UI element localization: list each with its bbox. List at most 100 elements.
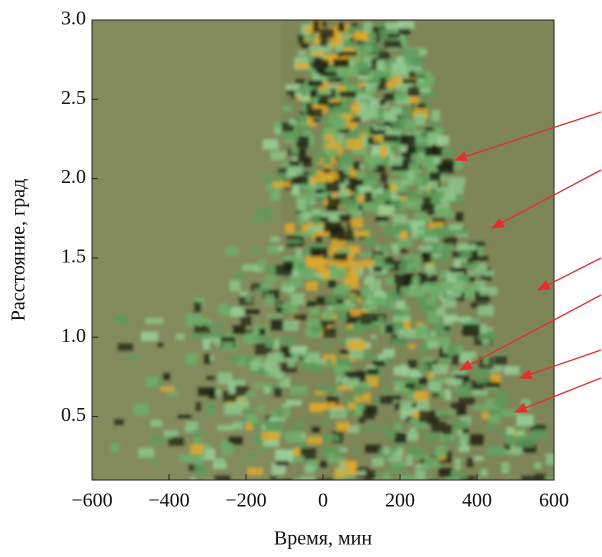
texture-cell <box>340 349 349 355</box>
texture-cell <box>329 245 342 256</box>
texture-cell <box>437 135 449 146</box>
texture-cell <box>218 303 228 315</box>
texture-cell <box>308 67 316 74</box>
texture-cell <box>193 322 211 335</box>
texture-cell <box>488 414 501 424</box>
texture-cell <box>534 473 546 480</box>
texture-cell <box>300 356 308 367</box>
texture-cell <box>333 253 348 264</box>
texture-cell <box>303 130 312 135</box>
texture-cell <box>323 127 340 137</box>
texture-cell <box>402 78 417 85</box>
texture-cell <box>204 479 216 480</box>
texture-cell <box>417 175 435 182</box>
texture-cell <box>113 418 125 426</box>
texture-cell <box>275 459 290 466</box>
texture-cell <box>356 171 365 180</box>
texture-cell <box>310 176 317 184</box>
texture-cell <box>353 385 364 397</box>
texture-cell <box>311 426 320 433</box>
texture-cell <box>476 379 490 384</box>
texture-cell <box>347 340 366 350</box>
texture-cell <box>348 131 355 141</box>
texture-cell <box>440 254 448 263</box>
texture-cell <box>252 246 260 254</box>
texture-cell <box>452 370 467 377</box>
texture-cell <box>193 437 201 445</box>
y-tick-label: 0.5 <box>61 404 86 426</box>
texture-cell <box>415 469 426 480</box>
texture-cell <box>397 27 411 35</box>
texture-cell <box>284 377 291 388</box>
texture-cell <box>232 273 244 279</box>
texture-cell <box>217 425 235 431</box>
texture-cell <box>306 318 321 330</box>
texture-cell <box>404 119 417 130</box>
texture-cell <box>399 143 407 155</box>
texture-cell <box>456 385 469 397</box>
texture-cell <box>243 406 253 415</box>
texture-cell <box>232 422 244 430</box>
texture-cell <box>394 91 407 101</box>
texture-cell <box>318 21 327 28</box>
texture-cell <box>454 458 461 471</box>
texture-cell <box>415 113 426 126</box>
texture-cell <box>345 312 361 324</box>
texture-cell <box>453 260 462 273</box>
texture-cell <box>322 155 332 166</box>
texture-cell <box>304 464 315 474</box>
texture-cell <box>312 51 324 56</box>
texture-cell <box>270 369 285 377</box>
texture-cell <box>401 232 408 240</box>
texture-cell <box>276 246 284 251</box>
texture-cell <box>325 182 340 193</box>
texture-cell <box>185 421 198 433</box>
texture-cell <box>243 332 261 344</box>
texture-cell <box>348 203 359 216</box>
texture-cell <box>484 384 499 391</box>
texture-cell <box>484 398 500 409</box>
texture-cell <box>481 412 489 420</box>
texture-cell <box>320 317 328 328</box>
texture-cell <box>416 228 433 234</box>
texture-cell <box>412 276 420 288</box>
texture-cell <box>322 259 338 265</box>
texture-cell <box>266 313 283 318</box>
texture-cell <box>456 473 467 480</box>
texture-cell <box>394 432 407 443</box>
texture-cell <box>214 475 231 480</box>
texture-cell <box>519 435 534 448</box>
texture-cell <box>399 114 407 125</box>
texture-cell <box>370 319 378 330</box>
texture-cell <box>363 173 378 186</box>
texture-cell <box>253 383 272 388</box>
texture-cell <box>301 125 310 132</box>
texture-cell <box>280 362 297 373</box>
texture-cell <box>354 31 369 41</box>
texture-cell <box>241 264 258 271</box>
texture-cell <box>417 296 426 305</box>
texture-cell <box>398 108 412 117</box>
texture-cell <box>430 217 445 226</box>
texture-cell <box>392 380 404 385</box>
texture-cell <box>415 192 433 199</box>
texture-cell <box>417 272 436 285</box>
texture-cell <box>305 281 318 291</box>
texture-cell <box>515 423 523 432</box>
texture-cell <box>501 465 512 470</box>
texture-cell <box>385 324 394 334</box>
texture-cell <box>400 401 413 413</box>
texture-cell <box>366 83 378 91</box>
texture-cell <box>360 90 375 95</box>
texture-cell <box>460 351 477 359</box>
texture-cell <box>350 56 366 62</box>
texture-cell <box>341 85 356 92</box>
texture-cell <box>430 331 437 338</box>
texture-cell <box>292 174 304 184</box>
arrow <box>453 111 602 162</box>
texture-cell <box>418 91 436 98</box>
texture-cell <box>459 243 476 251</box>
texture-cell <box>264 360 278 372</box>
texture-cell <box>295 79 306 85</box>
texture-cell <box>395 300 406 309</box>
